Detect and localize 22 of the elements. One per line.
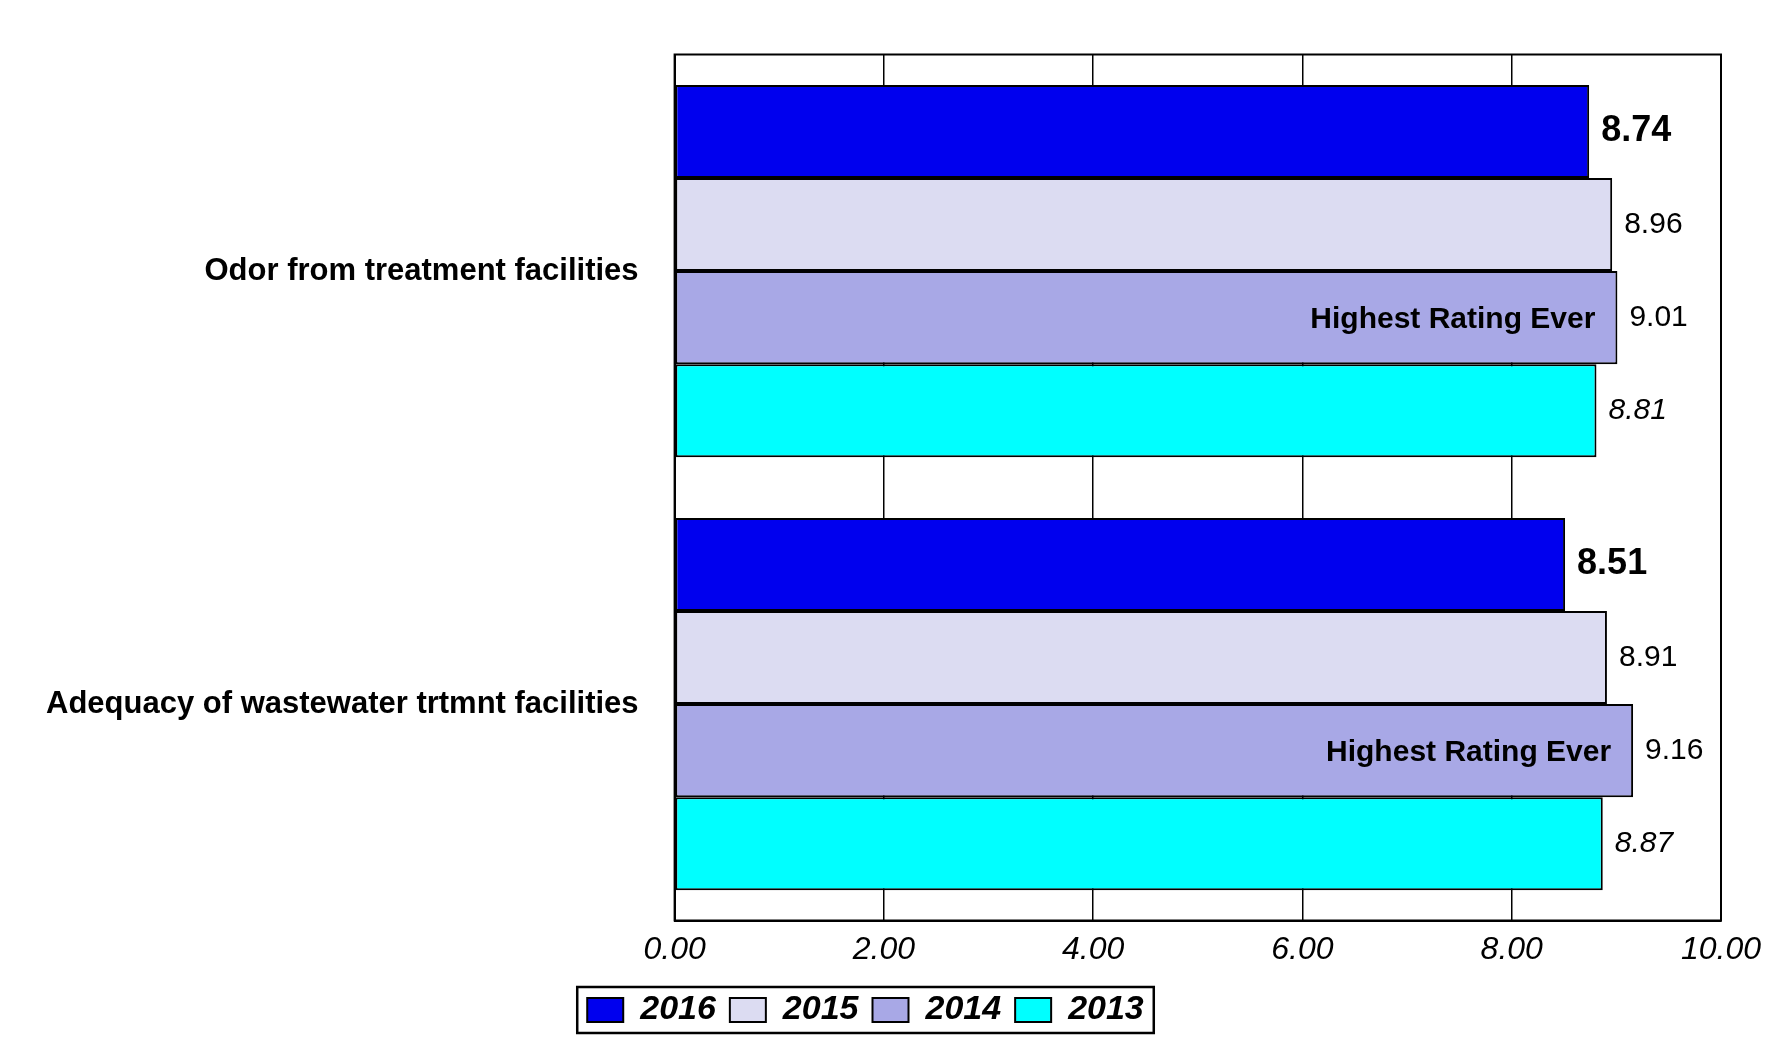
legend-label: 2013 xyxy=(1067,988,1144,1027)
x-tick-label: 2.00 xyxy=(851,929,916,966)
data-label: 9.01 xyxy=(1629,298,1688,332)
data-label: 8.91 xyxy=(1618,638,1678,672)
data-label: 8.51 xyxy=(1577,541,1648,583)
legend-label: 2016 xyxy=(639,988,717,1027)
x-tick-label: 4.00 xyxy=(1062,929,1125,966)
x-tick-label: 8.00 xyxy=(1480,929,1544,966)
y-tick-label: Adequacy of wastewater trtmnt facilities xyxy=(45,684,639,720)
data-label: 8.74 xyxy=(1601,108,1672,150)
x-tick-label: 6.00 xyxy=(1271,929,1334,966)
data-label: 8.87 xyxy=(1614,825,1675,859)
y-tick-label: Odor from treatment facilities xyxy=(204,251,639,287)
annotation: Highest Rating Ever xyxy=(1326,733,1612,767)
data-label: 8.96 xyxy=(1624,205,1683,239)
legend-label: 2015 xyxy=(781,988,860,1027)
x-tick-label: 0.00 xyxy=(643,929,706,966)
legend-label: 2014 xyxy=(924,988,1002,1027)
annotation: Highest Rating Ever xyxy=(1310,300,1596,334)
data-label: 8.81 xyxy=(1608,392,1667,426)
x-tick-label: 10.00 xyxy=(1680,929,1762,966)
data-label: 9.16 xyxy=(1645,731,1704,765)
